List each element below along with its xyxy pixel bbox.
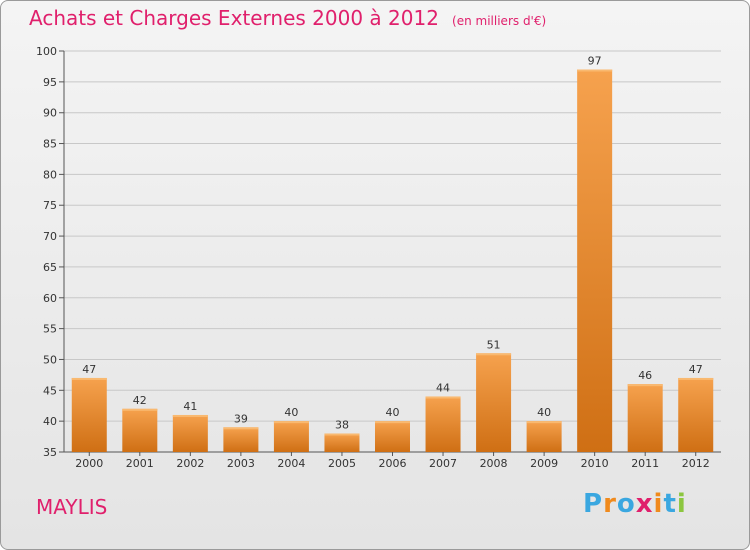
y-tick-label: 80 [43, 168, 57, 181]
y-tick-label: 45 [43, 384, 57, 397]
data-label-2011: 46 [638, 369, 652, 382]
gridlines [64, 50, 721, 422]
y-tick-label: 50 [43, 353, 57, 366]
y-tick-label: 70 [43, 230, 57, 243]
x-tick-label-2003: 2003 [227, 457, 255, 470]
bar-highlight [627, 384, 663, 387]
logo-letter: r [603, 489, 617, 519]
bar-2004 [273, 421, 309, 452]
x-tick-label-2009: 2009 [530, 457, 558, 470]
y-tick-label: 90 [43, 107, 57, 120]
bar-2010 [577, 69, 613, 452]
bar-2008 [476, 353, 512, 452]
data-label-2000: 47 [82, 363, 96, 376]
y-tick-label: 75 [43, 199, 57, 212]
bar-2007 [425, 396, 461, 452]
x-tick-label-2000: 2000 [75, 457, 103, 470]
data-label-2012: 47 [689, 363, 703, 376]
chart-title-text: Achats et Charges Externes 2000 à 2012 [29, 6, 439, 30]
x-tick-label-2005: 2005 [328, 457, 356, 470]
bar-2001 [122, 408, 158, 452]
data-label-2005: 38 [335, 418, 349, 431]
y-tick-label: 85 [43, 138, 57, 151]
bar-highlight [273, 421, 309, 424]
bar-2003 [223, 427, 259, 452]
logo-letter: x [635, 489, 654, 519]
x-tick-label-2012: 2012 [682, 457, 710, 470]
data-label-2004: 40 [284, 406, 298, 419]
x-tick-label-2011: 2011 [631, 457, 659, 470]
bar-highlight [324, 433, 360, 436]
y-tick-label: 65 [43, 261, 57, 274]
data-label-2002: 41 [183, 400, 197, 413]
y-tick-label: 100 [36, 45, 57, 58]
y-tick-label: 35 [43, 446, 57, 459]
y-tick-label: 60 [43, 292, 57, 305]
x-tick-label-2004: 2004 [277, 457, 305, 470]
bar-highlight [172, 414, 208, 417]
bar-highlight [223, 427, 259, 430]
data-label-2010: 97 [588, 55, 602, 68]
logo-letter: i [653, 489, 664, 519]
x-tick-label-2010: 2010 [581, 457, 609, 470]
logo-letter: P [583, 489, 604, 519]
bar-highlight [425, 396, 461, 399]
bar-highlight [375, 421, 410, 424]
bar-2000 [71, 377, 107, 452]
chart-title: Achats et Charges Externes 2000 à 2012 (… [29, 6, 546, 30]
city-name: MAYLIS [36, 495, 108, 519]
bar-highlight [526, 421, 562, 424]
bar-2011 [627, 384, 663, 452]
bar-2005 [324, 433, 360, 452]
data-label-2007: 44 [436, 381, 450, 394]
x-tick-label-2002: 2002 [176, 457, 204, 470]
bar-2006 [375, 421, 410, 452]
bar-highlight [122, 408, 158, 411]
bar-highlight [71, 377, 107, 380]
bar-highlight [577, 69, 613, 72]
y-tick-label: 40 [43, 415, 57, 428]
data-label-2003: 39 [234, 412, 248, 425]
y-tick-label: 55 [43, 323, 57, 336]
bar-2002 [172, 414, 208, 452]
logo-letter: i [676, 489, 687, 519]
logo-letter: o [616, 489, 636, 519]
x-tick-label-2006: 2006 [379, 457, 407, 470]
data-label-2008: 51 [487, 338, 501, 351]
chart-unit-text: (en milliers d'€) [452, 14, 547, 28]
x-tick-label-2007: 2007 [429, 457, 457, 470]
bar-highlight [678, 377, 714, 380]
x-tick-label-2008: 2008 [480, 457, 508, 470]
bars [71, 69, 714, 452]
data-label-2009: 40 [537, 406, 551, 419]
logo-letter: t [663, 489, 677, 519]
x-tick-label-2001: 2001 [126, 457, 154, 470]
data-label-2001: 42 [133, 394, 147, 407]
y-tick-label: 95 [43, 76, 57, 89]
bar-highlight [476, 353, 512, 356]
proxiti-logo: Proxiti [583, 489, 687, 519]
data-label-2006: 40 [386, 406, 400, 419]
bar-2009 [526, 421, 562, 452]
bar-2012 [678, 377, 714, 452]
data-labels: 47 42 41 39 40 38 40 44 51 40 97 46 47 [82, 55, 702, 432]
